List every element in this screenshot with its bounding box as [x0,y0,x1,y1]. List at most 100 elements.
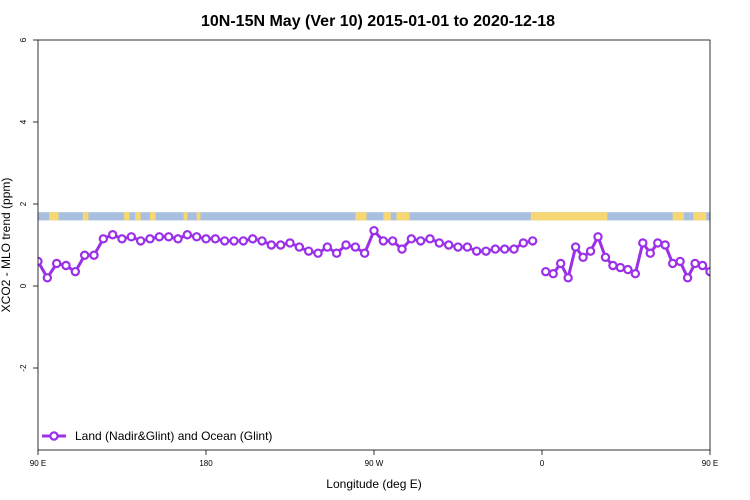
y-axis-label: XCO2 - MLO trend (ppm) [0,178,13,313]
data-point [42,273,53,283]
land-patch [355,212,367,221]
data-point [481,246,491,256]
data-point [509,244,519,254]
data-point [705,266,710,277]
data-point [79,250,90,260]
series-line [545,235,710,280]
data-point [434,238,445,248]
data-point [117,234,127,244]
data-point [378,236,389,246]
data-point [341,240,351,250]
data-point [294,242,305,252]
data-point [608,260,618,271]
x-tick-label: 90 E [30,459,46,468]
y-tick-label: 0 [19,283,28,288]
land-patch [135,212,141,221]
data-point [154,232,165,242]
data-point [541,266,551,277]
land-patch [383,212,391,221]
legend-marker [49,431,59,441]
data-point [623,264,633,275]
land-patch [123,212,130,221]
data-point [61,260,71,271]
land-ocean-strip [38,212,731,221]
x-tick-label: 90 W [365,459,384,468]
x-axis-label: Longitude (deg E) [326,477,421,491]
data-point [126,232,137,242]
data-point [51,258,62,269]
land-patch [196,212,201,221]
land-patch [672,212,684,221]
data-point [660,240,670,250]
data-point [210,234,221,244]
data-point [359,248,370,258]
data-point [266,240,277,250]
data-point [518,238,529,248]
series-layer [38,225,736,283]
data-point [453,242,463,252]
data-point [425,234,435,244]
data-point [527,236,538,246]
x-tick-label: 90 E [702,459,718,468]
chart-title: 10N-15N May (Ver 10) 2015-01-01 to 2020-… [201,13,555,30]
data-point [229,236,239,246]
data-point [415,236,426,246]
data-point [499,244,510,254]
data-point [548,269,558,279]
land-patch [49,212,59,221]
data-point [257,236,267,246]
data-point [98,234,109,244]
data-point [578,252,588,262]
data-point [89,250,99,260]
data-point [653,238,663,248]
data-point [135,236,146,246]
y-tick-label: 6 [19,37,28,42]
land-patch [530,212,608,221]
data-point [697,260,708,271]
data-point [145,234,155,244]
land-patch [396,212,410,221]
land-patch [82,212,89,221]
land-patch [183,212,188,221]
data-point [70,266,81,277]
data-point [714,252,721,259]
data-point [322,242,333,252]
x-axis: 90 E 180 90 W 0 90 E [30,450,718,468]
data-point [303,246,314,256]
x-tick-label: 180 [199,459,213,468]
data-point [563,273,573,283]
y-tick-label: 4 [19,119,28,124]
land-patch [727,212,731,220]
legend-label: Land (Nadir&Glint) and Ocean (Glint) [75,429,272,443]
data-point [555,258,566,269]
ocean-band [38,212,710,221]
legend: Land (Nadir&Glint) and Ocean (Glint) [42,429,272,443]
data-point [163,232,174,242]
y-tick-label: 2 [19,201,28,206]
data-point [615,262,626,273]
land-patch [693,212,707,221]
data-point [630,269,641,279]
y-axis: -2 0 2 4 6 [19,37,38,372]
data-point [173,234,183,244]
data-point [313,248,323,258]
data-point [675,256,685,267]
y-tick-label: -2 [19,364,28,372]
data-point [219,236,230,246]
data-point [471,246,482,256]
data-point [201,234,211,244]
data-point [667,258,678,269]
x-tick-label: 0 [540,459,545,468]
data-point [462,242,473,252]
land-patch [150,212,156,221]
data-point [350,242,361,252]
data-point [570,242,581,252]
data-point [369,225,379,236]
data-point [729,235,736,242]
data-point [247,234,258,244]
data-point [600,252,611,262]
data-point [275,240,286,250]
data-point [593,232,603,242]
data-point [238,236,249,246]
data-point [690,258,700,269]
